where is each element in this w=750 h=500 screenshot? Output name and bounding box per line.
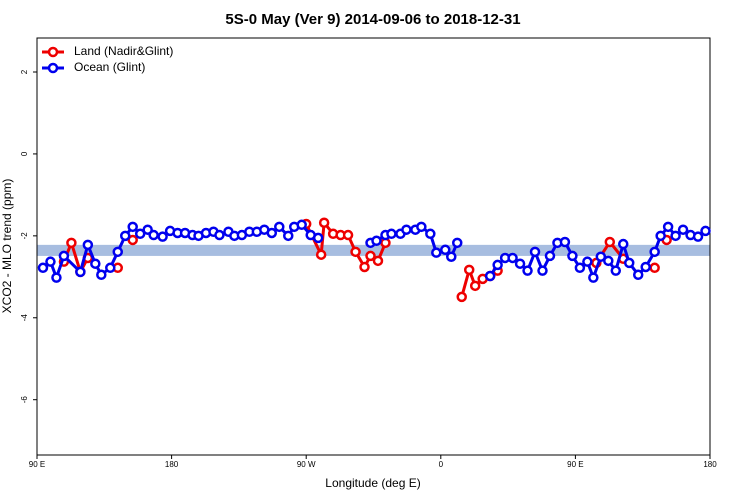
data-point — [157, 231, 168, 242]
data-point — [96, 269, 107, 281]
data-point — [507, 252, 518, 264]
data-point — [649, 246, 660, 258]
data-point — [544, 250, 556, 262]
data-point — [365, 250, 376, 262]
legend-marker — [47, 62, 59, 74]
legend-marker — [47, 46, 59, 58]
data-point — [359, 261, 370, 273]
data-point — [623, 257, 635, 269]
data-point — [677, 224, 689, 235]
data-point — [318, 217, 330, 228]
legend-label: Land (Nadir&Glint) — [74, 44, 173, 58]
data-point — [582, 256, 593, 267]
data-point — [522, 265, 533, 276]
data-point — [670, 230, 681, 242]
data-point — [604, 236, 616, 248]
data-point — [372, 255, 384, 267]
data-point — [416, 221, 427, 233]
y-axis-label: XCO2 - MLO trend (ppm) — [0, 179, 14, 314]
data-point — [283, 230, 294, 242]
data-point — [105, 262, 116, 274]
data-point — [567, 250, 578, 262]
data-point — [315, 249, 327, 260]
data-point — [662, 221, 674, 233]
x-tick-label: 90 E — [29, 460, 45, 469]
data-point — [75, 266, 86, 278]
data-point — [632, 269, 644, 281]
data-point — [700, 225, 711, 237]
data-point — [266, 227, 278, 239]
plot-frame — [36, 37, 711, 456]
data-point — [37, 262, 49, 274]
data-point — [484, 270, 496, 282]
data-point — [350, 246, 361, 258]
data-point — [463, 264, 475, 276]
data-point — [312, 232, 324, 244]
data-point — [51, 272, 62, 283]
x-tick-label: 180 — [703, 460, 717, 469]
y-tick-label: -4 — [20, 314, 29, 322]
data-point — [469, 280, 481, 292]
data-point — [692, 231, 704, 242]
data-point — [127, 221, 138, 233]
data-point — [82, 239, 94, 251]
data-point — [214, 229, 225, 241]
data-point — [134, 228, 146, 240]
data-point — [655, 230, 666, 242]
data-point — [127, 234, 138, 246]
data-point — [452, 237, 463, 249]
data-point — [649, 262, 660, 274]
data-point — [431, 247, 442, 258]
data-point — [119, 230, 131, 242]
data-point — [58, 250, 70, 262]
x-axis-label: Longitude (deg E) — [325, 476, 420, 490]
data-point — [610, 265, 622, 276]
data-point — [559, 236, 571, 248]
x-tick-label: 90 W — [297, 460, 316, 469]
y-tick-label: -2 — [20, 232, 29, 240]
reference-band — [37, 244, 710, 256]
legend-label: Ocean (Glint) — [74, 60, 145, 74]
x-tick-label: 0 — [439, 460, 444, 469]
data-point — [274, 221, 285, 233]
data-point — [112, 246, 124, 258]
x-tick-label: 90 E — [567, 460, 583, 469]
y-tick-label: 2 — [20, 69, 29, 74]
data-point — [425, 228, 436, 240]
data-point — [386, 228, 397, 240]
data-point — [529, 246, 541, 258]
data-point — [456, 291, 467, 303]
data-point — [90, 258, 101, 269]
data-point — [45, 256, 56, 267]
data-point — [574, 262, 586, 274]
data-point — [537, 265, 548, 276]
data-point — [296, 219, 307, 231]
data-point — [618, 238, 629, 250]
data-point — [595, 251, 607, 262]
data-point — [446, 251, 457, 262]
data-point — [640, 261, 651, 273]
data-point — [492, 259, 503, 271]
data-point — [371, 235, 382, 247]
data-point — [342, 229, 354, 241]
y-tick-label: -6 — [20, 396, 29, 404]
chart-title: 5S-0 May (Ver 9) 2014-09-06 to 2018-12-3… — [225, 11, 520, 28]
data-point — [401, 224, 412, 235]
data-point — [603, 255, 614, 267]
data-point — [148, 229, 159, 241]
x-tick-label: 180 — [165, 460, 179, 469]
data-point — [66, 237, 77, 249]
y-tick-label: 0 — [20, 151, 29, 156]
data-point — [440, 244, 451, 256]
data-point — [588, 272, 599, 283]
data-point — [514, 258, 526, 269]
